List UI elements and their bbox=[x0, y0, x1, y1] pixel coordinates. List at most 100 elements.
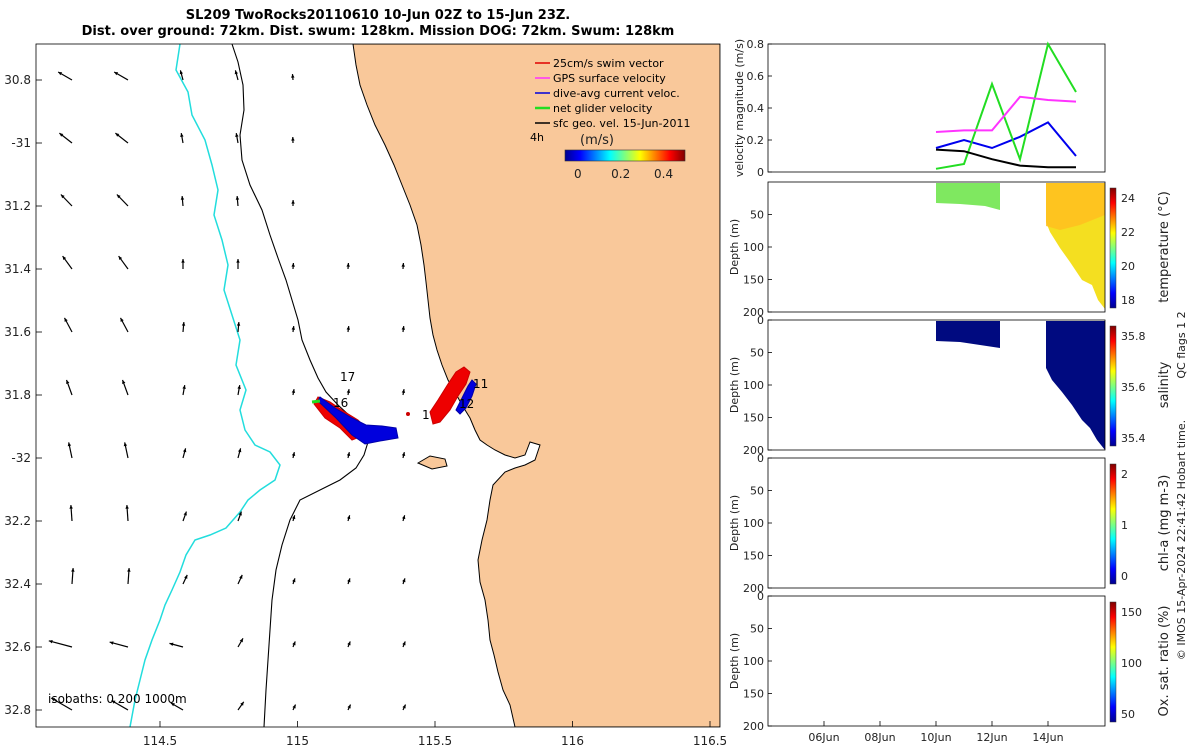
scale-label: 4h bbox=[530, 131, 544, 144]
day-label-16: 16 bbox=[333, 396, 348, 410]
lat-tick-label: 31.4 bbox=[4, 262, 31, 276]
glider-position-dot bbox=[406, 412, 410, 416]
legend-dive-avg-current: dive-avg current veloc. bbox=[553, 87, 680, 100]
geo-velocity-arrow bbox=[69, 504, 73, 522]
lat-tick-label: -31 bbox=[11, 136, 31, 150]
geo-velocity-arrow bbox=[291, 262, 295, 270]
velocity-series-line bbox=[935, 95, 1077, 133]
depth-tick-label: 150 bbox=[743, 412, 764, 425]
depth-tick-label: 200 bbox=[743, 582, 764, 595]
land-area bbox=[352, 44, 720, 727]
geo-velocity-arrow bbox=[57, 71, 73, 81]
velocity-tick-label: 0 bbox=[757, 166, 764, 179]
geo-velocity-arrow bbox=[116, 194, 129, 207]
longitude-ticks: 114.5 115 115.5 116 116.5 bbox=[143, 721, 727, 748]
geo-velocity-arrow bbox=[113, 71, 129, 81]
geo-velocity-arrow bbox=[237, 448, 242, 459]
colorbar-tick-label: 20 bbox=[1121, 260, 1135, 273]
time-tick-label: 06Jun bbox=[808, 731, 839, 744]
geo-velocity-arrow bbox=[118, 255, 129, 270]
title-line-1: SL209 TwoRocks20110610 10-Jun 02Z to 15-… bbox=[185, 8, 571, 23]
geo-velocity-arrow bbox=[347, 578, 351, 585]
velocity-series-line bbox=[935, 41, 1077, 170]
colorbar-tick-label: 24 bbox=[1121, 192, 1135, 205]
time-tick-label: 14Jun bbox=[1032, 731, 1063, 744]
geo-velocity-arrow bbox=[236, 321, 241, 333]
latitude-ticks: 30.8 -31 31.2 31.4 31.6 31.8 -32 32.2 32.4 32.6 32… bbox=[4, 73, 42, 717]
geo-velocity-arrow bbox=[169, 642, 184, 648]
chart-title: SL209 TwoRocks20110610 10-Jun 02Z to 15-… bbox=[36, 8, 720, 40]
geo-velocity-arrow bbox=[234, 70, 239, 81]
lon-tick-label: 114.5 bbox=[143, 734, 177, 748]
velocity-series bbox=[935, 41, 1077, 170]
temperature-data-late-warm bbox=[1046, 183, 1105, 230]
oxygen-colorbar-label: Ox. sat. ratio (%) bbox=[1157, 606, 1172, 717]
geo-velocity-arrow bbox=[291, 325, 296, 333]
geo-velocity-arrow bbox=[346, 388, 351, 396]
colorbar-tick-label: 2 bbox=[1121, 468, 1128, 481]
time-axis: 06Jun 08Jun 10Jun 12Jun 14Jun bbox=[808, 721, 1064, 744]
colorbar-tick-label: 35.6 bbox=[1121, 381, 1146, 394]
glider-current-vectors-east bbox=[455, 379, 477, 415]
isobaths-label: isobaths: 0 200 1000m bbox=[48, 692, 187, 706]
depth-tick-label: 150 bbox=[743, 688, 764, 701]
geo-velocity-arrow bbox=[237, 385, 241, 396]
oxygen-axes bbox=[767, 595, 1106, 727]
velocity-ylabel: velocity magnitude (m/s) bbox=[733, 39, 746, 177]
geo-velocity-arrow bbox=[60, 194, 73, 207]
geo-velocity-arrow bbox=[402, 578, 406, 585]
velocity-tick-label: 0.6 bbox=[747, 70, 765, 83]
temperature-data-early bbox=[936, 183, 1000, 210]
legend-net-glider-velocity: net glider velocity bbox=[553, 102, 653, 115]
depth-tick-label: 50 bbox=[750, 209, 764, 222]
geo-velocity-arrow bbox=[180, 195, 185, 207]
geo-velocity-arrow bbox=[50, 697, 73, 711]
lat-tick-label: 31.6 bbox=[4, 325, 31, 339]
legend-sfc-geo-velocity: sfc geo. vel. 15-Jun-2011 bbox=[553, 117, 690, 130]
geo-velocity-arrow bbox=[123, 442, 129, 459]
geo-velocity-arrow bbox=[292, 641, 296, 648]
geo-velocity-arrow bbox=[346, 325, 351, 333]
island bbox=[416, 455, 448, 470]
colorbar-tick-label: 100 bbox=[1121, 657, 1142, 670]
geo-velocity-arrow bbox=[182, 511, 187, 522]
geo-velocity-arrow bbox=[292, 578, 296, 585]
depth-tick-label: 50 bbox=[750, 485, 764, 498]
lat-tick-label: 32.8 bbox=[4, 703, 31, 717]
colorbar-ticks: 0 0.2 0.4 bbox=[574, 167, 673, 181]
lat-tick-label: 31.8 bbox=[4, 388, 31, 402]
colorbar-tick-label: 18 bbox=[1121, 294, 1135, 307]
salinity-colorbar bbox=[1109, 325, 1117, 447]
depth-tick-label: 50 bbox=[750, 623, 764, 636]
depth-tick-label: 100 bbox=[743, 517, 764, 530]
geo-velocity-arrow bbox=[48, 640, 73, 648]
geo-velocity-arrow bbox=[401, 325, 406, 333]
velocity-tick-label: 0.2 bbox=[747, 134, 765, 147]
geo-velocity-arrow bbox=[235, 195, 240, 207]
qc-flags-label: QC flags 1 2 bbox=[1175, 311, 1188, 378]
depth-tick-label: 0 bbox=[757, 590, 764, 603]
geo-velocity-arrow bbox=[127, 567, 131, 585]
day-label-17: 17 bbox=[340, 370, 355, 384]
salinity-data-late bbox=[1046, 321, 1105, 450]
colorbar-tick-label: 0.4 bbox=[654, 167, 673, 181]
colorbar-tick-label: 1 bbox=[1121, 519, 1128, 532]
geo-velocity-arrow bbox=[346, 452, 351, 459]
geo-velocity-arrow bbox=[237, 701, 245, 711]
geo-velocity-arrow bbox=[63, 317, 73, 333]
geo-velocity-arrow bbox=[181, 259, 185, 269]
lat-tick-label: 32.6 bbox=[4, 640, 31, 654]
colorbar-tick-label: 0 bbox=[574, 167, 582, 181]
geo-velocity-arrow bbox=[65, 379, 73, 396]
geo-velocity-arrow bbox=[347, 641, 351, 648]
geo-velocity-arrow bbox=[291, 136, 295, 144]
velocity-tick-label: 0.4 bbox=[747, 102, 765, 115]
velocity-series-line bbox=[935, 121, 1077, 157]
velocity-y-ticks: 0 0.2 0.4 0.6 0.8 bbox=[747, 38, 772, 179]
depth-ylabel: Depth (m) bbox=[728, 219, 741, 275]
lon-tick-label: 116 bbox=[561, 734, 584, 748]
geo-velocity-arrow bbox=[401, 262, 405, 270]
velocity-axes bbox=[767, 43, 1106, 173]
